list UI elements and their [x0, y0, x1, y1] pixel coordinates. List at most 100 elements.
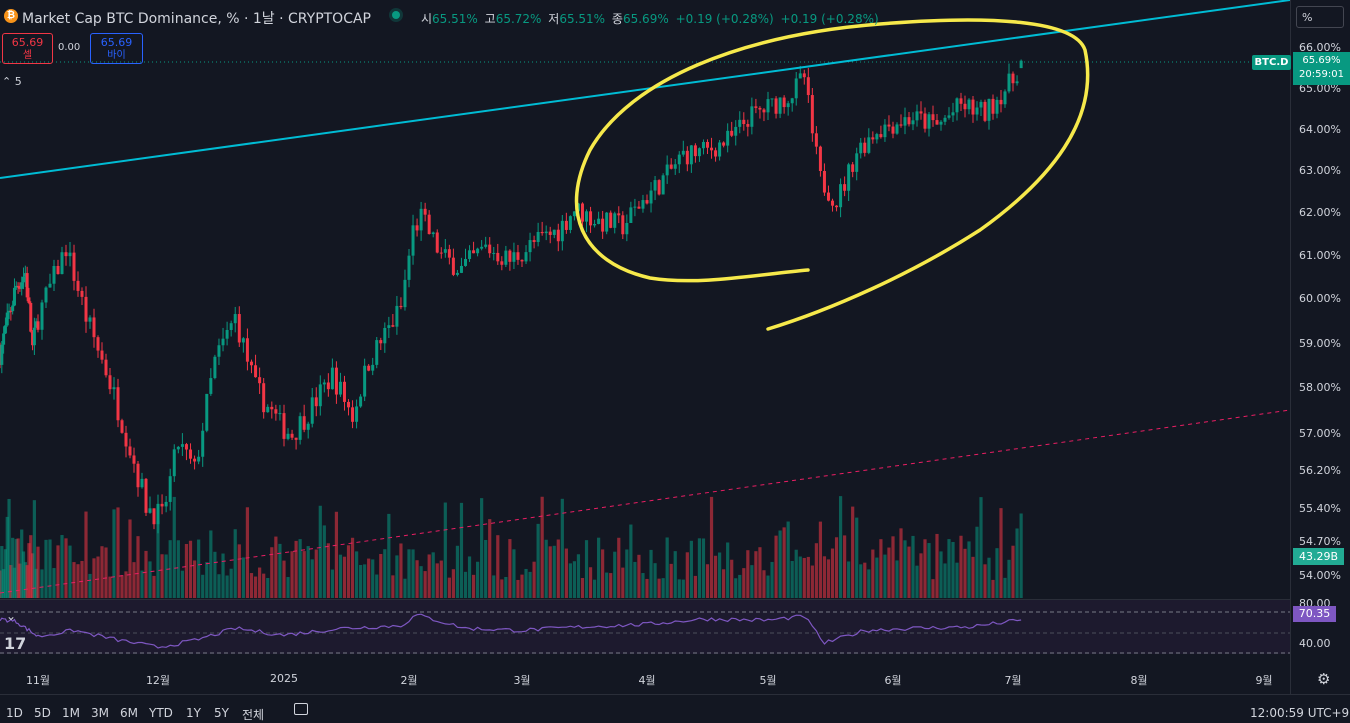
candle [363, 358, 367, 402]
close-label: 종 [611, 12, 623, 26]
candle [205, 393, 209, 433]
volume-bar [838, 496, 843, 598]
timeframe-button[interactable]: 1Y [186, 706, 201, 720]
volume-bar [60, 535, 64, 598]
candle [593, 219, 597, 228]
volume-bar [282, 560, 286, 598]
volume-bar [754, 551, 758, 598]
candle [347, 399, 351, 416]
volume-bar [160, 554, 164, 598]
volume-bar [588, 567, 593, 598]
change-value: +0.19 (+0.28%) [675, 12, 774, 26]
volume-bar [548, 546, 552, 598]
sell-price: 65.69 [11, 36, 44, 49]
volume-bar [318, 505, 322, 598]
candle [480, 240, 484, 251]
timeframe-button[interactable]: 6M [120, 706, 138, 720]
volume-bar [310, 559, 314, 598]
timeframe-button[interactable]: 5D [34, 706, 51, 720]
price-tick-label: 63.00% [1299, 164, 1341, 177]
tradingview-logo[interactable]: 17 [4, 634, 27, 653]
volume-bar [963, 548, 967, 598]
volume-bar [249, 573, 254, 598]
volume-bar [354, 551, 359, 598]
volume-bar [140, 570, 144, 598]
candle [391, 313, 395, 328]
candle [742, 112, 746, 131]
candle [637, 201, 641, 209]
candle [11, 300, 15, 315]
volume-bar [395, 555, 399, 598]
candle [1003, 89, 1007, 108]
volume-bar [810, 565, 814, 598]
timeframe-button[interactable]: 5Y [214, 706, 229, 720]
candle [601, 210, 605, 239]
volume-bar [718, 552, 722, 598]
time-tick-label: 5월 [759, 674, 777, 687]
volume-bar [463, 571, 468, 598]
timeframe-button[interactable]: 1D [6, 706, 23, 720]
chevron-up-icon: ⌃ [2, 75, 12, 88]
indicators-collapse-button[interactable]: ⌃ 5 [2, 75, 22, 88]
candle [625, 214, 629, 242]
volume-bar [108, 576, 112, 598]
candle [605, 212, 609, 235]
ascending-trendline[interactable] [0, 0, 1290, 179]
percent-scale-toggle[interactable]: % [1296, 6, 1344, 28]
buy-button[interactable]: 65.69 바이 [90, 33, 143, 64]
candle [903, 107, 907, 135]
highlight-ellipse-annotation[interactable] [574, 18, 1090, 331]
volume-bar [887, 547, 891, 598]
volume-bar [935, 533, 939, 598]
symbol-title[interactable]: Market Cap BTC Dominance, % · 1날 · CRYPT… [22, 11, 371, 27]
volume-bar [92, 558, 96, 598]
volume-bar [919, 553, 923, 598]
candle [451, 248, 455, 277]
sell-button[interactable]: 65.69 셀 [2, 33, 53, 64]
candle [128, 438, 132, 459]
timeframe-button[interactable]: 3M [91, 706, 109, 720]
candle [544, 225, 548, 241]
calendar-icon[interactable] [294, 703, 308, 715]
candle [863, 137, 867, 157]
candle [399, 297, 403, 310]
volume-bar [689, 540, 693, 598]
price-chart[interactable] [0, 0, 1290, 695]
candle [975, 101, 979, 121]
volume-bar [685, 552, 689, 598]
timeframe-button[interactable]: YTD [149, 706, 173, 720]
candle [762, 108, 766, 122]
candle [552, 229, 556, 239]
candle [802, 69, 806, 85]
chevron-down-icon[interactable]: ⌄ [6, 609, 17, 623]
candle [839, 178, 843, 218]
volume-bar [951, 541, 955, 598]
gear-icon[interactable]: ⚙ [1317, 670, 1331, 688]
timeframe-button[interactable]: 전체 [242, 708, 265, 722]
volume-bar [459, 502, 464, 598]
volume-bar [641, 573, 645, 598]
candle [831, 198, 835, 212]
timeframe-button[interactable]: 1M [62, 706, 80, 720]
volume-bar [144, 550, 148, 598]
volume-bar [524, 568, 528, 598]
time-tick-label: 9월 [1255, 674, 1273, 687]
volume-bar [818, 521, 823, 598]
candle [1019, 59, 1023, 69]
candle [355, 399, 359, 429]
volume-bar [164, 554, 168, 598]
market-status-icon[interactable] [392, 11, 400, 19]
candle [68, 241, 72, 267]
volume-bar [540, 496, 544, 598]
clock[interactable]: 12:00:59 UTC+9 [1250, 706, 1350, 720]
volume-bar [116, 507, 120, 598]
candle [661, 173, 665, 195]
timeframe-bar [0, 694, 1350, 718]
candle [96, 335, 100, 358]
candle [140, 472, 144, 489]
candle [540, 221, 544, 236]
rsi-pane-separator[interactable] [0, 599, 1290, 600]
dashed-support-trendline[interactable] [0, 409, 1290, 594]
candle [959, 92, 963, 112]
price-tick-label: 66.00% [1299, 41, 1341, 54]
